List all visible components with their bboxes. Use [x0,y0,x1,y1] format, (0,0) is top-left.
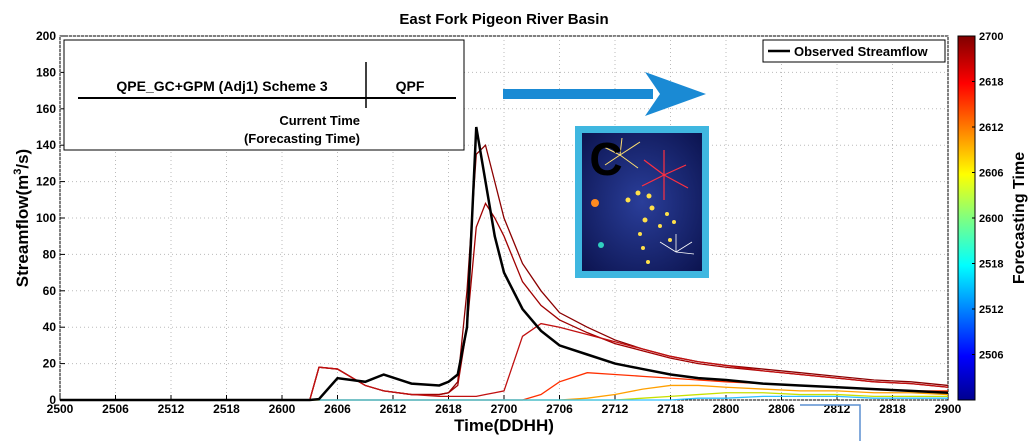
x-tick-label: 2500 [47,402,74,416]
current-time-label: (Forecasting Time) [244,131,360,146]
lines [60,126,949,402]
panel-label: C [589,133,622,185]
scheme-box [63,39,465,151]
legend-items: Observed Streamflow [768,44,929,59]
x-tick-label: 2800 [713,402,740,416]
x-tick-label: 2806 [768,402,795,416]
x-tick-label: 2606 [324,402,351,416]
chart-title: East Fork Pigeon River Basin [399,11,608,28]
y-tick-label: 200 [36,29,56,43]
colorbar-tick-label: 2612 [979,122,1003,134]
arrow-head [645,72,706,116]
fireworks-image [575,126,709,278]
legend-label: Observed Streamflow [794,44,929,59]
y-tick-label: 80 [43,247,57,261]
colorbar-tick-label: 2600 [979,213,1003,225]
x-tick-label: 2612 [380,402,407,416]
y-tick-label: 120 [36,175,56,189]
x-tick-label: 2712 [602,402,629,416]
x-tick-label: 2618 [435,402,462,416]
y-label-sup: 3 [12,169,24,175]
y-tick-label: 140 [36,138,56,152]
y-label-part: Streamflow(m [13,175,32,287]
colorbar-ticks: 2506 2512 2518 2600 2606 2612 2618 2700 [972,31,1003,362]
arrow-shaft [503,89,653,99]
x-tick-label: 2700 [491,402,518,416]
colorbar-tick-label: 2512 [979,304,1003,316]
y-tick-label: 0 [49,393,56,407]
colorbar-tick-label: 2506 [979,350,1003,362]
y-tick-label: 40 [43,320,57,334]
y-tick-label: 20 [43,357,57,371]
y-tick-label: 160 [36,102,56,116]
x-tick-label: 2900 [935,402,962,416]
x-tick-label: 2718 [657,402,684,416]
current-time-label: Current Time [279,113,360,128]
y-tick-label: 100 [36,211,56,225]
x-tick-label: 2812 [824,402,851,416]
decor-line [800,404,861,441]
x-tick-label: 2506 [102,402,129,416]
scheme-label: QPE_GC+GPM (Adj1) Scheme 3 [116,78,327,94]
colorbar-label: Forecasting Time [1011,152,1028,284]
y-label-part: /s) [13,149,32,169]
colorbar-tick-label: 2518 [979,259,1003,271]
colorbar-tick-label: 2700 [979,31,1003,43]
y-tick-label: 180 [36,65,56,79]
x-tick-label: 2512 [158,402,185,416]
x-tick-label: 2818 [879,402,906,416]
x-tick-label: 2706 [546,402,573,416]
y-axis-label: Streamflow(m3/s) [12,149,32,287]
colorbar-tick-label: 2618 [979,77,1003,89]
y-tick-label: 60 [43,284,57,298]
x-tick-label: 2600 [269,402,296,416]
colorbar-tick-label: 2606 [979,168,1003,180]
qpf-label: QPF [396,78,425,94]
forecast-line [60,322,949,401]
legend [762,39,946,63]
observed-line [60,126,949,402]
x-tick-label: 2518 [213,402,240,416]
x-axis-label: Time(DDHH) [454,416,554,435]
